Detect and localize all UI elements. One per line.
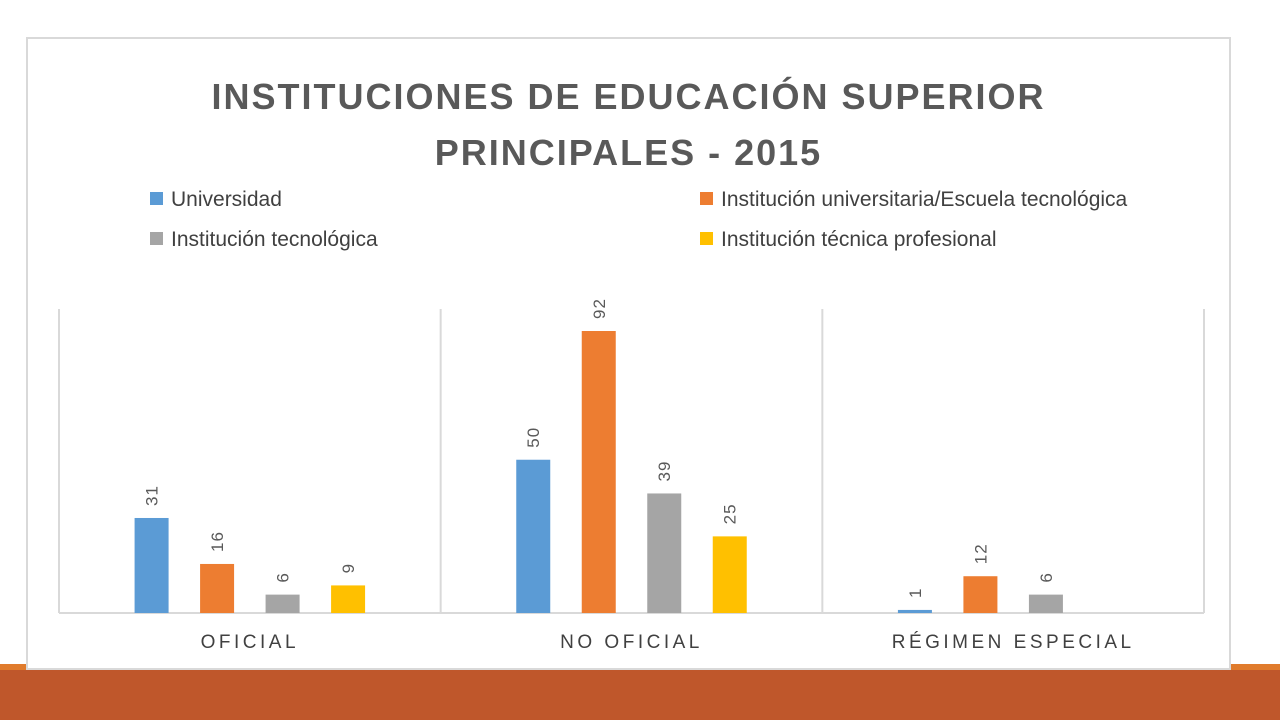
bar xyxy=(200,563,235,613)
category-label: OFICIAL xyxy=(201,632,299,653)
legend-item-institucion-tecnologica: Institución tecnológica xyxy=(150,228,378,252)
data-label: 6 xyxy=(1037,572,1056,582)
plot-area: 31 16 6 9 OFICIAL 50 92 39 25 NO OFICIAL 1 12 6 RÉGIM… xyxy=(58,298,1205,653)
data-label: 16 xyxy=(208,531,227,552)
legend-label: Institución técnica profesional xyxy=(721,228,997,251)
legend-swatch xyxy=(150,232,163,245)
bar xyxy=(265,594,300,613)
data-label: 39 xyxy=(655,461,674,482)
legend-label: Institución universitaria/Escuela tecnol… xyxy=(721,188,1128,211)
legend-swatch xyxy=(150,192,163,205)
data-label: 25 xyxy=(721,503,740,524)
bar xyxy=(581,331,616,613)
legend-item-institucion-tecnica: Institución técnica profesional xyxy=(700,228,997,252)
legend-swatch xyxy=(700,232,713,245)
legend-item-institucion-universitaria: Institución universitaria/Escuela tecnol… xyxy=(700,188,1127,212)
category-label: RÉGIMEN ESPECIAL xyxy=(892,632,1135,653)
bar xyxy=(1028,594,1063,613)
data-label: 9 xyxy=(339,563,358,573)
legend-label: Universidad xyxy=(171,188,282,211)
chart-title: INSTITUCIONES DE EDUCACIÓN SUPERIOR PRIN… xyxy=(211,76,1046,173)
data-label: 92 xyxy=(590,298,609,319)
bar xyxy=(963,576,998,613)
chart-frame: INSTITUCIONES DE EDUCACIÓN SUPERIOR PRIN… xyxy=(26,37,1231,670)
bar xyxy=(134,517,169,613)
bar xyxy=(516,459,551,613)
data-label: 50 xyxy=(524,427,543,448)
bar xyxy=(647,493,682,613)
bar xyxy=(897,609,932,613)
data-label: 31 xyxy=(143,485,162,506)
legend-item-universidad: Universidad xyxy=(150,188,282,212)
data-label: 6 xyxy=(274,572,293,582)
legend-swatch xyxy=(700,192,713,205)
legend-label: Institución tecnológica xyxy=(171,228,378,251)
data-label: 1 xyxy=(906,587,925,597)
category-label: NO OFICIAL xyxy=(560,632,703,653)
slide-footer-bar xyxy=(0,670,1280,720)
data-label: 12 xyxy=(971,543,990,564)
bar xyxy=(331,585,366,613)
bar xyxy=(712,536,747,613)
